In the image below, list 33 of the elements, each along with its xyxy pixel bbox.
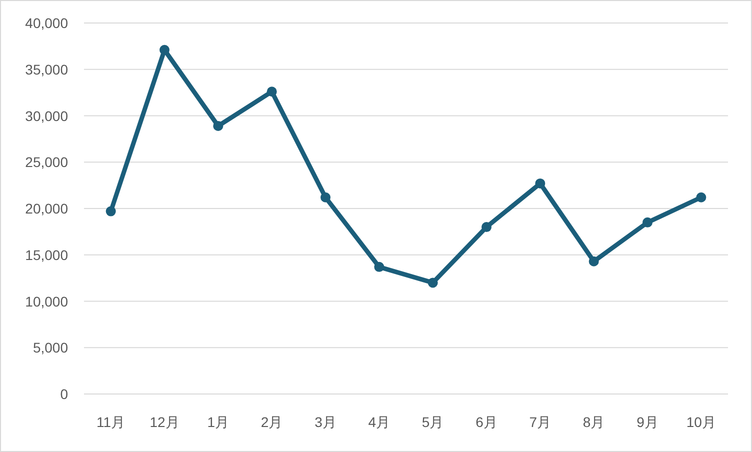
y-tick-label: 15,000 [25, 246, 68, 263]
y-tick-label: 40,000 [25, 15, 68, 31]
x-tick-label: 12月 [150, 414, 180, 430]
x-tick-label: 11月 [96, 414, 126, 430]
y-tick-label: 10,000 [25, 293, 68, 310]
y-tick-label: 0 [60, 386, 68, 402]
y-tick-label: 20,000 [25, 200, 68, 216]
point [696, 192, 706, 202]
x-tick-label: 7月 [529, 414, 552, 430]
y-tick-label: 25,000 [25, 154, 68, 170]
x-tick-label: 8月 [582, 414, 605, 430]
x-tick-label: 3月 [314, 414, 336, 430]
x-tick-label: 6月 [476, 414, 498, 430]
x-tick-label: 2月 [260, 414, 283, 430]
x-tick-label: 5月 [422, 414, 444, 430]
x-tick-label: 4月 [368, 414, 390, 430]
point [106, 206, 116, 216]
x-tick-label: 10月 [686, 414, 716, 430]
y-tick-label: 30,000 [25, 108, 68, 124]
point [642, 217, 652, 228]
point [428, 278, 438, 288]
point [266, 86, 277, 97]
point [160, 44, 170, 55]
point [482, 222, 492, 232]
y-tick-label: 35,000 [25, 61, 68, 78]
x-tick-label: 9月 [636, 414, 658, 430]
y-tick-label: 5,000 [32, 340, 68, 356]
point [213, 120, 224, 131]
x-tick-label: 1月 [207, 414, 230, 430]
point [374, 262, 384, 272]
point [320, 192, 330, 202]
point [588, 256, 599, 266]
point [535, 178, 546, 188]
